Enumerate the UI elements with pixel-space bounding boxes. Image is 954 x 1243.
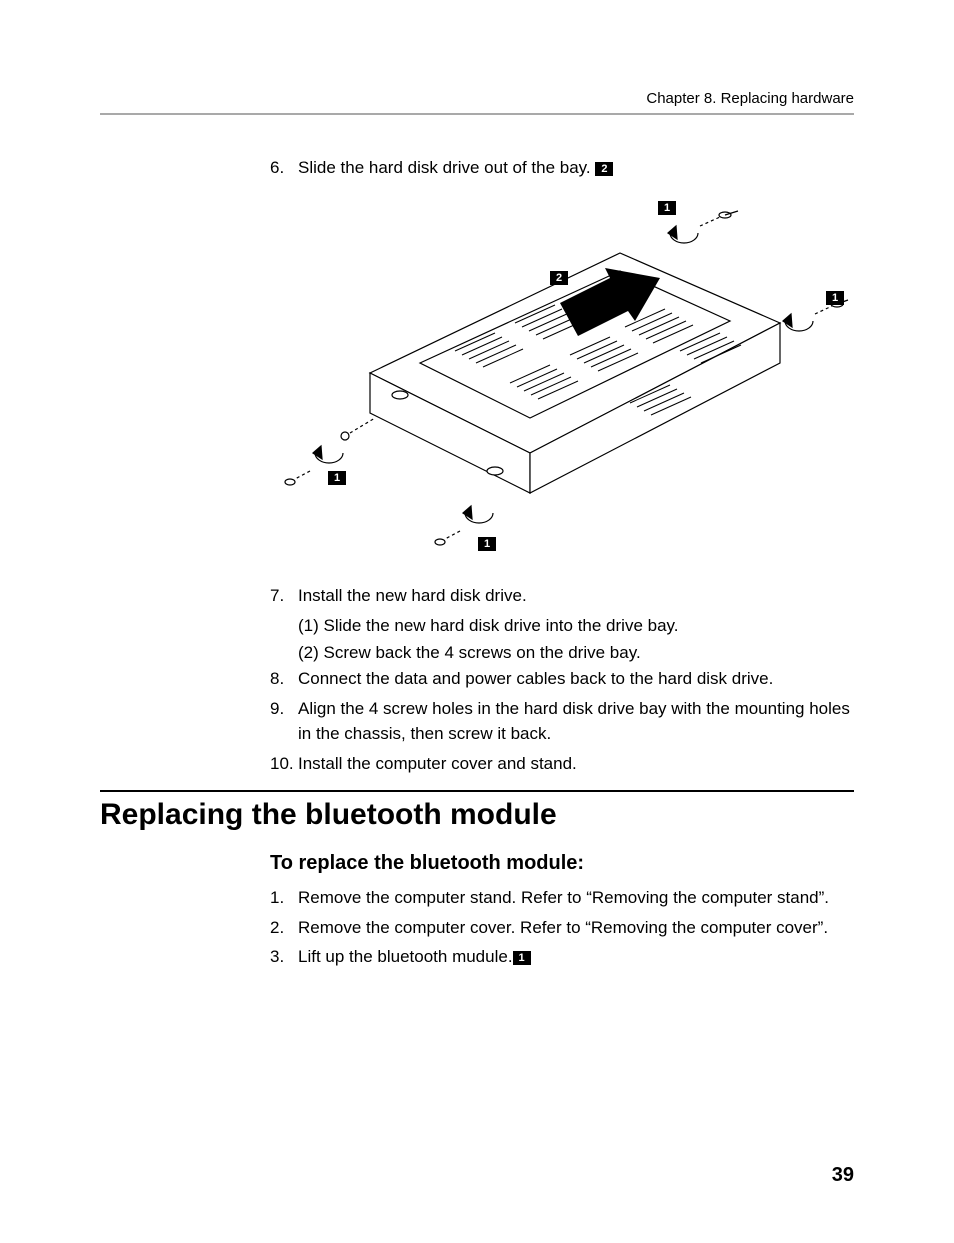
callout-ref-1: 1 xyxy=(513,951,531,965)
page-number: 39 xyxy=(832,1164,854,1187)
list-item-b2: 2. Remove the computer cover. Refer to “… xyxy=(270,915,854,941)
item-number: 10. xyxy=(270,751,298,777)
item-text: Install the new hard disk drive. xyxy=(298,583,854,609)
item-text: Remove the computer stand. Refer to “Rem… xyxy=(298,885,854,911)
content-column-b: To replace the bluetooth module: 1. Remo… xyxy=(270,852,854,970)
item-text: Slide the hard disk drive out of the bay… xyxy=(298,155,854,181)
header-rule xyxy=(100,113,854,115)
page: Chapter 8. Replacing hardware 6. Slide t… xyxy=(0,0,954,1243)
list-item-9: 9. Align the 4 screw holes in the hard d… xyxy=(270,696,854,747)
step6-text: Slide the hard disk drive out of the bay… xyxy=(298,158,591,177)
item-number: 8. xyxy=(270,666,298,692)
item-text: Lift up the bluetooth mudule.1 xyxy=(298,944,854,970)
item-number: 2. xyxy=(270,915,298,941)
item-number: 9. xyxy=(270,696,298,747)
item-number: 1. xyxy=(270,885,298,911)
item-text: Install the computer cover and stand. xyxy=(298,751,854,777)
list-item-10: 10. Install the computer cover and stand… xyxy=(270,751,854,777)
callout-ref-2: 2 xyxy=(595,162,613,176)
item-text: Align the 4 screw holes in the hard disk… xyxy=(298,696,854,747)
step-b3-text: Lift up the bluetooth mudule. xyxy=(298,947,513,966)
list-item-7: 7. Install the new hard disk drive. xyxy=(270,583,854,609)
item-number: 6. xyxy=(270,155,298,181)
figure-callout-2: 2 xyxy=(550,271,568,285)
figure-callout-1c: 1 xyxy=(328,471,346,485)
list-item-8: 8. Connect the data and power cables bac… xyxy=(270,666,854,692)
hdd-diagram-svg xyxy=(270,193,850,563)
subsection-heading: To replace the bluetooth module: xyxy=(270,852,854,875)
item-text: Remove the computer cover. Refer to “Rem… xyxy=(298,915,854,941)
sub-step-7-2: (2) Screw back the 4 screws on the drive… xyxy=(298,639,854,666)
list-item-b3: 3. Lift up the bluetooth mudule.1 xyxy=(270,944,854,970)
figure-callout-1b: 1 xyxy=(826,291,844,305)
list-item-b1: 1. Remove the computer stand. Refer to “… xyxy=(270,885,854,911)
section-heading: Replacing the bluetooth module xyxy=(100,798,854,832)
figure-callout-1a: 1 xyxy=(658,201,676,215)
running-header: Chapter 8. Replacing hardware xyxy=(100,90,854,107)
sub-step-7-1: (1) Slide the new hard disk drive into t… xyxy=(298,612,854,639)
list-item-6: 6. Slide the hard disk drive out of the … xyxy=(270,155,854,181)
hdd-removal-figure: 1 1 1 1 2 xyxy=(270,193,850,563)
section-rule xyxy=(100,790,854,792)
item-text: Connect the data and power cables back t… xyxy=(298,666,854,692)
item-number: 7. xyxy=(270,583,298,609)
item-number: 3. xyxy=(270,944,298,970)
figure-callout-1d: 1 xyxy=(478,537,496,551)
content-column: 6. Slide the hard disk drive out of the … xyxy=(270,155,854,776)
